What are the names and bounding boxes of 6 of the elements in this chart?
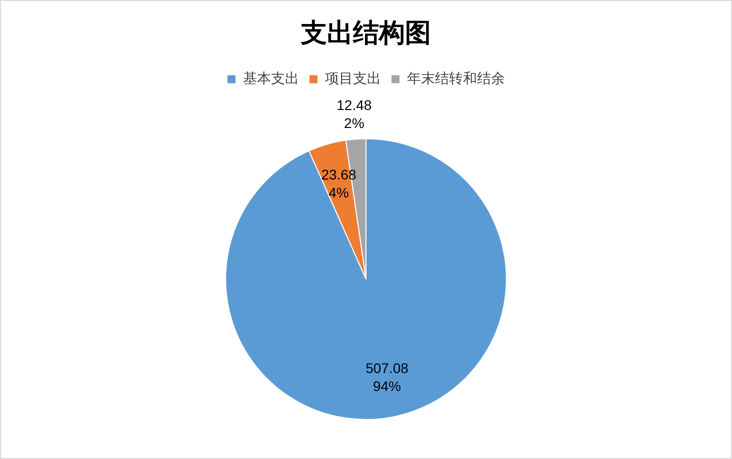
legend-label: 项目支出 <box>325 70 381 87</box>
legend-label: 基本支出 <box>243 70 299 87</box>
data-label: 507.08 94% <box>366 360 409 394</box>
data-label: 12.48 2% <box>336 97 372 132</box>
legend-label: 年末结转和结余 <box>407 70 505 87</box>
chart-title: 支出结构图 <box>300 18 431 48</box>
